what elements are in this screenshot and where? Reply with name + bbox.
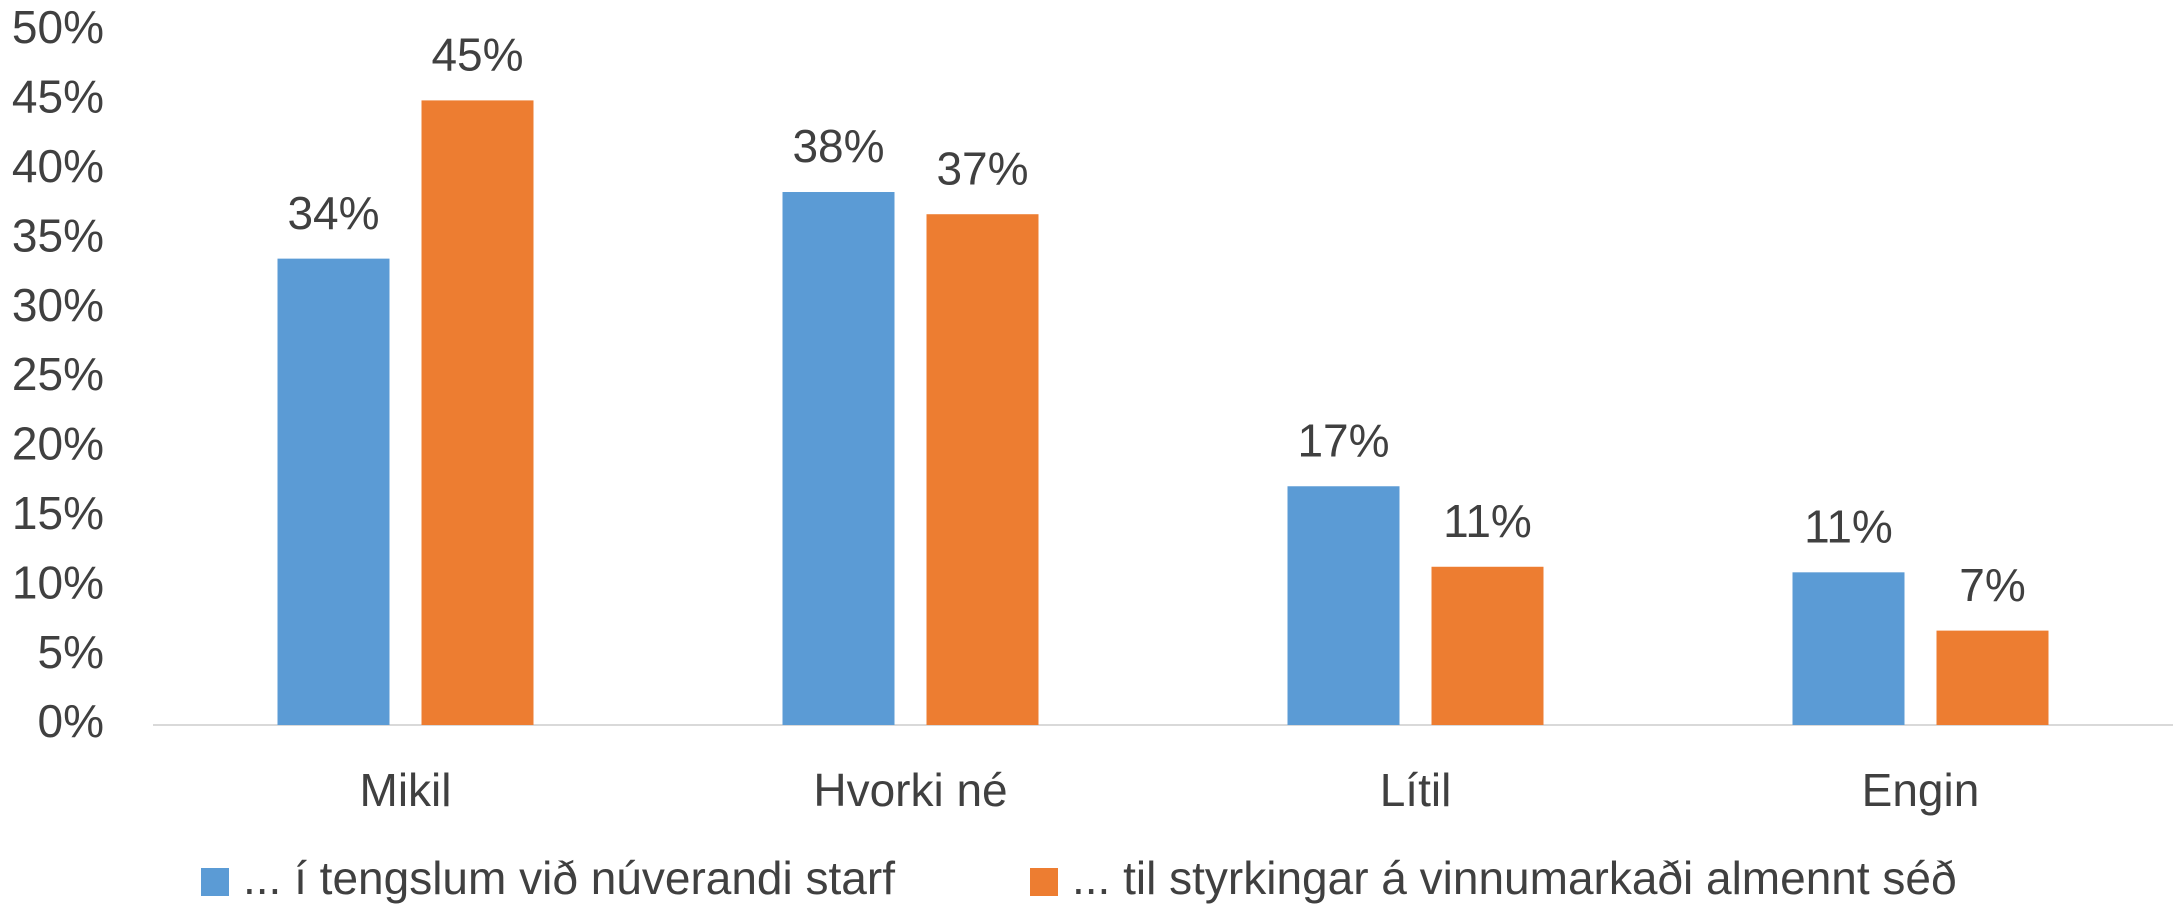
y-tick-label: 20%	[12, 418, 104, 470]
x-tick-label: Lítil	[1380, 764, 1452, 816]
x-tick-label: Engin	[1862, 764, 1980, 816]
legend-label: ... til styrkingar á vinnumarkaði almenn…	[1072, 852, 1957, 904]
bar	[1431, 566, 1544, 725]
bar	[1287, 486, 1400, 725]
y-tick-label: 50%	[12, 1, 104, 53]
y-tick-label: 35%	[12, 209, 104, 261]
y-tick-label: 30%	[12, 279, 104, 331]
legend-swatch	[201, 868, 229, 896]
legend-swatch	[1030, 868, 1058, 896]
data-label: 11%	[1804, 500, 1893, 552]
y-tick-label: 40%	[12, 140, 104, 192]
y-tick-label: 15%	[12, 487, 104, 539]
data-label: 34%	[287, 187, 379, 239]
y-tick-label: 25%	[12, 348, 104, 400]
legend-label: ... í tengslum við núverandi starf	[243, 852, 895, 904]
data-label: 37%	[936, 142, 1028, 194]
data-label: 38%	[792, 120, 884, 172]
y-tick-label: 5%	[38, 626, 104, 678]
bar	[1792, 572, 1905, 725]
bar	[1936, 630, 2049, 725]
y-tick-label: 0%	[38, 695, 104, 747]
bar	[421, 100, 534, 725]
data-label: 17%	[1297, 414, 1389, 466]
y-tick-label: 10%	[12, 556, 104, 608]
bar	[926, 214, 1039, 725]
x-tick-label: Hvorki né	[813, 764, 1007, 816]
data-label: 7%	[1959, 559, 2025, 611]
data-label: 11%	[1443, 495, 1532, 547]
bar	[782, 192, 895, 725]
x-tick-label: Mikil	[360, 764, 452, 816]
y-tick-label: 45%	[12, 71, 104, 123]
bar	[277, 258, 390, 725]
data-label: 45%	[431, 29, 523, 81]
